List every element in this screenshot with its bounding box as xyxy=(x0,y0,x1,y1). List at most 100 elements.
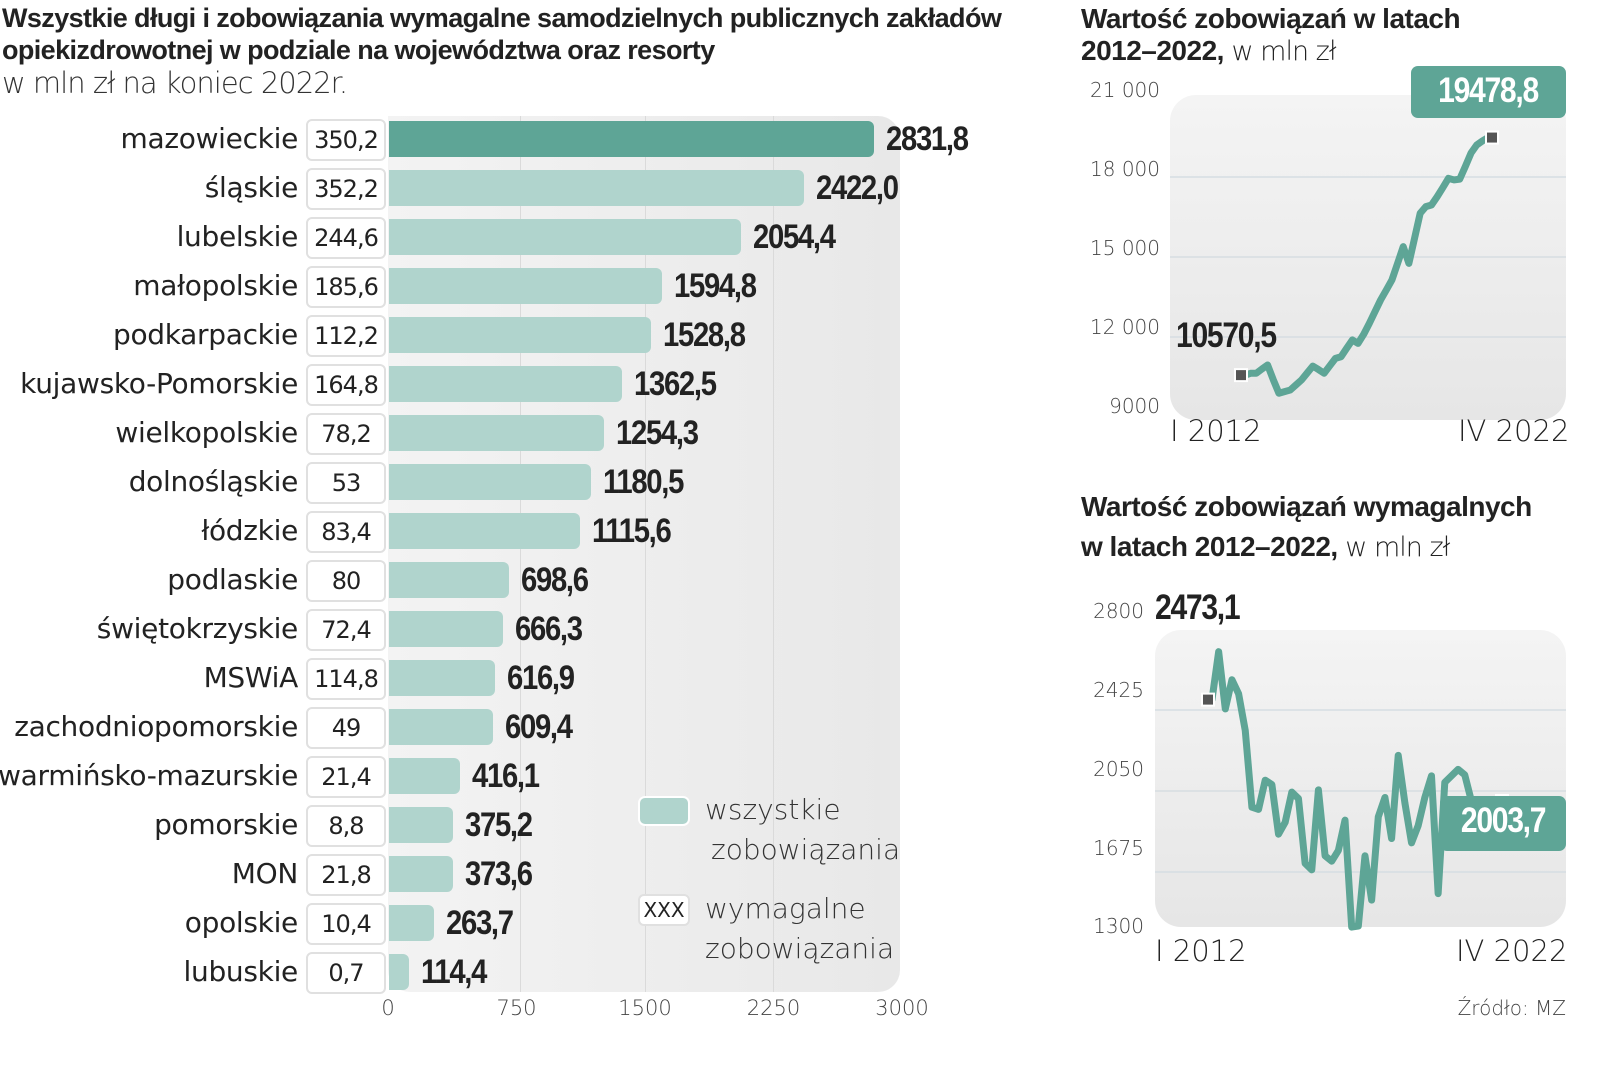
row-label: wielkopolskie xyxy=(115,416,298,449)
y-axis-tick: 2800 xyxy=(1093,599,1144,623)
y-axis-tick: 12 000 xyxy=(1090,315,1160,339)
bar-chart-panel xyxy=(388,116,900,992)
row-label: warmińsko-mazurskie xyxy=(0,759,298,792)
due-value-box: 185,6 xyxy=(306,266,386,308)
bar-value-label: 2831,8 xyxy=(886,120,969,158)
due-value-box: 10,4 xyxy=(306,903,386,945)
gridline-1500 xyxy=(645,116,646,992)
legend-due-line2: zobowiązania xyxy=(705,932,895,965)
row-label: MON xyxy=(231,857,299,890)
bar-value-label: 1362,5 xyxy=(634,365,717,403)
due-value-box: 350,2 xyxy=(306,119,386,161)
row-label: MSWiA xyxy=(203,661,299,694)
legend-all-line1: wszystkie xyxy=(705,793,841,826)
x-axis-tick: 2250 xyxy=(746,996,801,1020)
row-label: śląskie xyxy=(204,171,299,204)
bottom-line-chart-title-line2: w latach 2012–2022, w mln zł xyxy=(1081,530,1450,565)
top-line-chart-title-line1: Wartość zobowiązań w latach xyxy=(1081,3,1461,34)
top-line-chart-start-label: 10570,5 xyxy=(1176,316,1277,355)
row-label: podlaskie xyxy=(167,563,298,596)
legend-due-line1: wymagalne xyxy=(705,892,866,925)
due-value-box: 80 xyxy=(306,560,386,602)
bar-value-label: 114,4 xyxy=(420,953,487,991)
gridline-750 xyxy=(520,116,521,992)
row-label: kujawsko-Pomorskie xyxy=(20,367,298,400)
bar-value-label: 1528,8 xyxy=(662,316,746,354)
y-axis-tick: 2050 xyxy=(1093,757,1144,781)
bottom-line-chart-x-start: I 2012 xyxy=(1155,934,1247,968)
row-label: zachodniopomorskie xyxy=(14,710,298,743)
due-value-box: 114,8 xyxy=(306,658,386,700)
bar xyxy=(389,660,495,696)
row-label: mazowieckie xyxy=(120,122,299,155)
bottom-line-chart-title-line1: Wartość zobowiązań wymagalnych xyxy=(1081,491,1532,522)
due-value-box: 78,2 xyxy=(306,413,386,455)
bar-value-label: 1594,8 xyxy=(674,267,757,305)
x-axis-tick: 0 xyxy=(381,996,395,1020)
row-label: opolskie xyxy=(184,906,299,939)
bar xyxy=(389,219,741,255)
bar-value-label: 375,2 xyxy=(465,806,533,844)
top-line-chart-title-years: 2012–2022, xyxy=(1081,35,1224,66)
bar xyxy=(389,905,435,941)
bar xyxy=(389,317,651,353)
due-value-box: 112,2 xyxy=(306,315,386,357)
bar-value-label: 1115,6 xyxy=(592,512,672,550)
y-axis-tick: 1675 xyxy=(1093,836,1144,860)
top-line-chart-x-start: I 2012 xyxy=(1170,414,1262,448)
due-value-box: 49 xyxy=(306,707,386,749)
due-value-box: 0,7 xyxy=(306,952,386,994)
legend-all-line2: zobowiązania xyxy=(711,833,901,866)
row-label: lubelskie xyxy=(176,220,299,253)
due-value-box: 72,4 xyxy=(306,609,386,651)
due-value-box: 53 xyxy=(306,462,386,504)
bottom-line-chart-x-end: IV 2022 xyxy=(1456,934,1568,968)
top-line-chart-x-end: IV 2022 xyxy=(1458,414,1570,448)
row-label: dolnośląskie xyxy=(128,465,299,498)
source-note: Źródło: MZ xyxy=(1457,996,1566,1020)
row-label: małopolskie xyxy=(133,269,298,302)
bottom-line-chart-panel xyxy=(1155,630,1566,927)
bar xyxy=(389,954,409,990)
row-label: świętokrzyskie xyxy=(96,612,299,645)
due-value-box: 8,8 xyxy=(306,805,386,847)
bar xyxy=(389,170,804,206)
bar-value-label: 416,1 xyxy=(472,757,540,795)
bar xyxy=(389,807,454,843)
bottom-line-chart-start-label: 2473,1 xyxy=(1155,588,1241,627)
due-value-box: 21,4 xyxy=(306,756,386,798)
row-label: lubuskie xyxy=(183,955,299,988)
bottom-line-chart-title-years: w latach 2012–2022, xyxy=(1081,531,1338,562)
bar xyxy=(389,513,581,549)
due-value-box: 352,2 xyxy=(306,168,386,210)
bottom-line-chart-end-value: 2003,7 xyxy=(1460,801,1547,840)
bar xyxy=(389,366,623,402)
bar-value-label: 616,9 xyxy=(506,659,575,697)
y-axis-tick: 2425 xyxy=(1093,678,1144,702)
main-chart-title: Wszystkie długi i zobowiązania wymagalne… xyxy=(2,3,1002,65)
top-line-chart-panel xyxy=(1170,95,1566,420)
top-line-chart-end-label: 19478,8 xyxy=(1411,66,1566,118)
bottom-line-chart-end-label: 2003,7 xyxy=(1440,796,1566,851)
main-chart-subtitle: w mln zł na koniec 2022r. xyxy=(2,66,348,100)
bar xyxy=(389,856,453,892)
bar-value-label: 666,3 xyxy=(515,610,583,648)
due-value-box: 83,4 xyxy=(306,511,386,553)
bar xyxy=(389,121,875,157)
bar xyxy=(389,464,592,500)
bar-value-label: 609,4 xyxy=(505,708,573,746)
top-line-chart-end-value: 19478,8 xyxy=(1438,71,1540,110)
bar-value-label: 698,6 xyxy=(520,561,589,599)
legend-swatch-due: XXX xyxy=(638,894,690,926)
bar xyxy=(389,611,504,647)
y-axis-tick: 1300 xyxy=(1093,914,1144,938)
bar-value-label: 2422,0 xyxy=(815,169,899,207)
row-label: podkarpackie xyxy=(112,318,298,351)
y-axis-tick: 21 000 xyxy=(1090,78,1160,102)
legend-swatch-all xyxy=(638,796,690,826)
bar-value-label: 1180,5 xyxy=(603,463,684,501)
top-line-chart-title-unit: w mln zł xyxy=(1223,36,1337,67)
y-axis-tick: 15 000 xyxy=(1090,236,1160,260)
due-value-box: 244,6 xyxy=(306,217,386,259)
gridline-2250 xyxy=(773,116,774,992)
